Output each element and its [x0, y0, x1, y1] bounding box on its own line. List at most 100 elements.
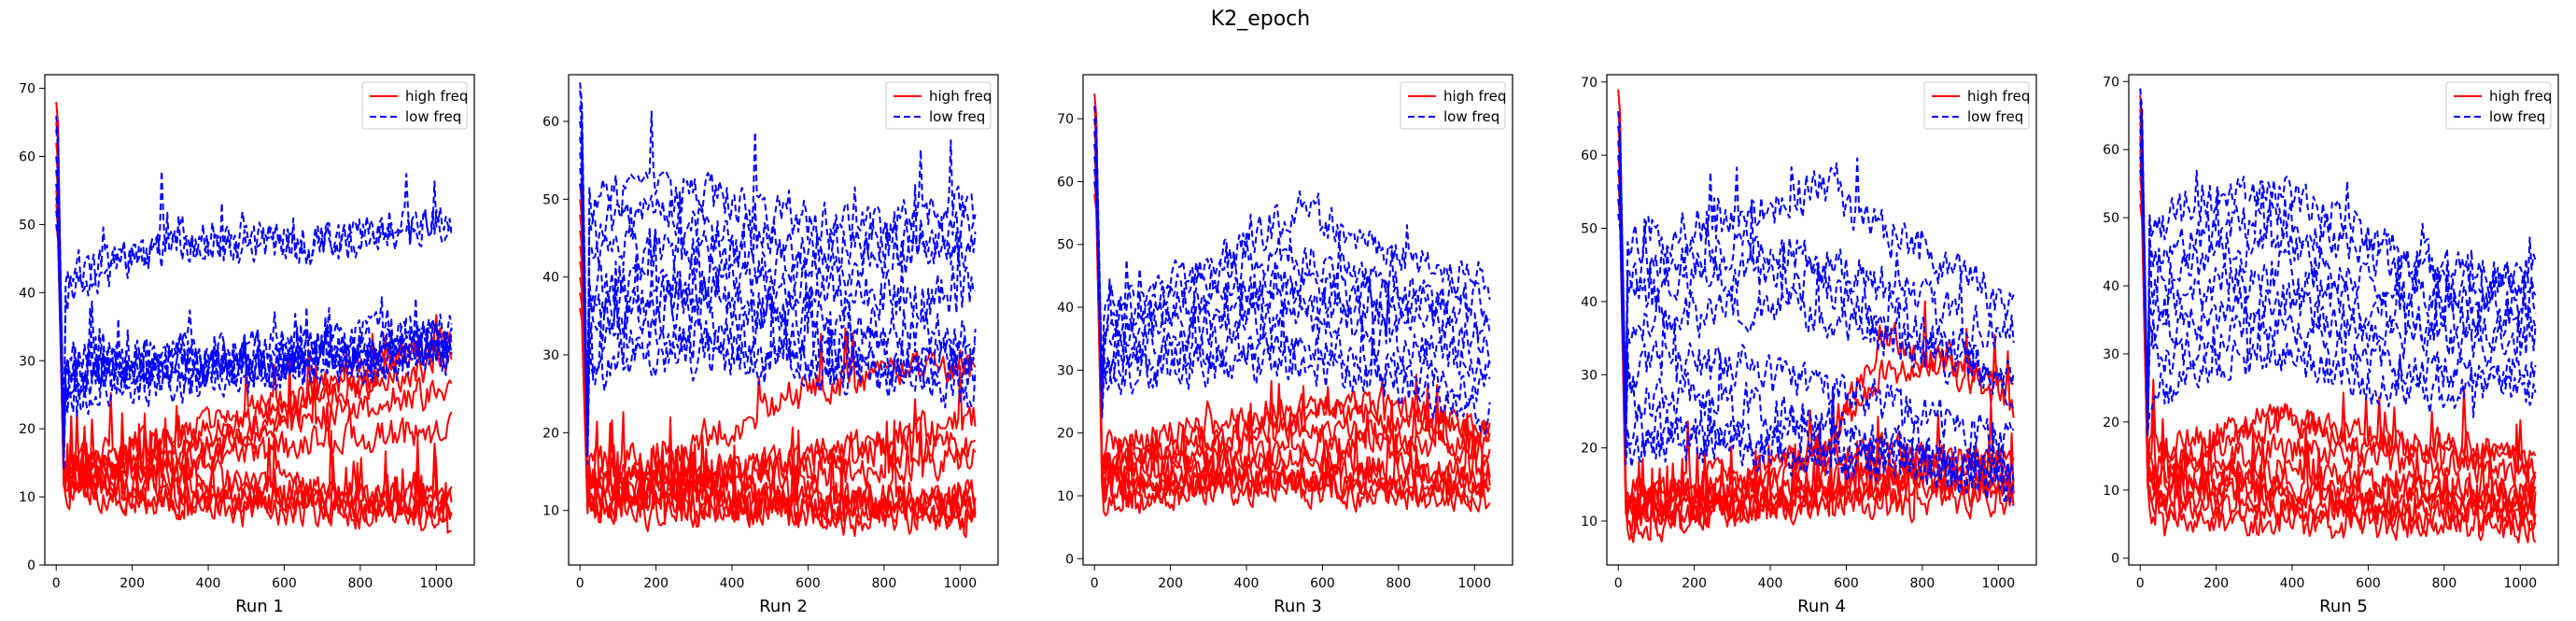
low-freq-line-15 [1617, 199, 2015, 500]
y-tick-label: 50 [542, 192, 559, 207]
legend-box [1923, 81, 2030, 130]
low-freq-line-15 [1093, 168, 1491, 418]
low-freq-line-9 [1617, 111, 2015, 421]
axes-frame [44, 74, 475, 566]
y-tick-label: 20 [19, 422, 35, 437]
x-tick-label: 800 [1910, 576, 1936, 591]
series-group [2139, 88, 2537, 543]
x-tick-label: 800 [2432, 576, 2457, 591]
legend-label: high freq [929, 88, 992, 105]
y-tick-label: 40 [1057, 301, 1074, 316]
subplot-1: 0 200 400 600 800 1000 0 10 20 30 40 50 60 70 Run 1 hig… [19, 74, 475, 616]
low-freq-line-17 [579, 183, 977, 465]
low-freq-line-13 [1093, 143, 1491, 404]
y-tick-label: 50 [2103, 211, 2119, 226]
y-tick-label: 20 [542, 426, 559, 441]
high-freq-line-6 [1093, 156, 1491, 473]
series-group [1617, 89, 2015, 543]
x-tick-label: 400 [1758, 576, 1783, 591]
high-freq-line-6 [2139, 162, 2537, 475]
high-freq-line-6 [1617, 169, 2015, 505]
low-freq-line-14 [1617, 184, 2015, 486]
low-freq-line-12 [55, 129, 453, 447]
x-tick-label: 800 [348, 576, 373, 591]
x-tick-label: 0 [1614, 576, 1623, 591]
x-tick-label: 200 [1682, 576, 1707, 591]
low-freq-line-16 [1617, 213, 2014, 507]
legend-box [2445, 81, 2552, 130]
x-tick-label: 1000 [1981, 576, 2015, 591]
y-tick-label: 60 [542, 115, 559, 130]
y-tick-label: 50 [1057, 238, 1074, 253]
high-freq-line-9 [55, 210, 453, 499]
low-freq-line-14 [55, 169, 453, 459]
legend-box [1400, 81, 1506, 130]
x-axis-label: Run 4 [1797, 597, 1846, 616]
low-freq-line-10 [1093, 106, 1491, 395]
low-freq-line-12 [579, 106, 977, 449]
high-freq-line-9 [579, 307, 977, 515]
x-tick-label: 800 [1387, 576, 1412, 591]
high-freq-line-8 [55, 204, 453, 479]
axes-frame [1082, 74, 1513, 566]
x-tick-label: 400 [720, 576, 745, 591]
x-tick-label: 0 [52, 576, 61, 591]
x-tick-label: 400 [196, 576, 221, 591]
x-axis-label: Run 5 [2319, 597, 2368, 616]
low-freq-line-13 [2139, 129, 2537, 417]
legend: high freq low freq [1923, 81, 2030, 130]
y-tick-label: 70 [2103, 75, 2119, 90]
legend-label: high freq [2489, 88, 2552, 105]
low-freq-line-11 [2139, 102, 2537, 420]
legend-label: low freq [405, 108, 461, 125]
high-freq-line-3 [55, 142, 453, 531]
x-tick-label: 600 [795, 576, 821, 591]
x-tick-label: 400 [1234, 576, 1260, 591]
low-freq-line-15 [2139, 156, 2537, 427]
legend-box [885, 81, 992, 130]
y-tick-label: 60 [1057, 175, 1074, 190]
y-tick-label: 30 [1057, 363, 1074, 378]
high-freq-line-7 [579, 276, 977, 512]
y-tick-label: 20 [1057, 427, 1074, 442]
legend: high freq low freq [2445, 81, 2552, 130]
x-tick-label: 600 [1834, 576, 1859, 591]
subplot-4: 0 200 400 600 800 1000 10 20 30 40 50 60 70 Run 4 high… [1581, 74, 2037, 616]
y-tick-label: 30 [542, 348, 559, 363]
y-tick-label: 60 [2103, 143, 2119, 158]
x-tick-label: 200 [120, 576, 145, 591]
y-tick-label: 10 [1057, 489, 1074, 504]
y-tick-label: 30 [2103, 347, 2119, 362]
low-freq-line-13 [579, 120, 976, 430]
legend-box [361, 81, 468, 130]
low-freq-line-12 [1617, 155, 2015, 433]
high-freq-line-4 [1093, 131, 1491, 474]
subplot-3: 0 200 400 600 800 1000 0 10 20 30 40 50 60 70 Run 3 hig… [1057, 74, 1513, 616]
y-tick-label: 10 [2103, 484, 2119, 499]
y-tick-label: 60 [1581, 148, 1598, 163]
y-tick-label: 50 [1581, 222, 1598, 237]
legend: high freq low freq [1400, 81, 1506, 130]
x-tick-label: 600 [272, 576, 297, 591]
subplot-2: 0 200 400 600 800 1000 10 20 30 40 50 60 Run 2 high f… [542, 74, 999, 616]
x-axis-label: Run 3 [1274, 597, 1322, 616]
x-tick-label: 1000 [419, 576, 453, 591]
high-freq-line-4 [1617, 140, 2014, 518]
high-freq-line-9 [2139, 204, 2537, 481]
high-freq-line-5 [55, 169, 453, 515]
y-tick-label: 20 [1581, 442, 1598, 457]
high-freq-line-8 [579, 292, 977, 539]
y-tick-label: 40 [1581, 295, 1598, 310]
y-tick-label: 50 [19, 218, 35, 233]
axes-frame [2128, 74, 2559, 566]
low-freq-line-16 [1093, 181, 1491, 435]
low-freq-line-11 [1093, 118, 1491, 385]
y-tick-label: 70 [1581, 76, 1598, 91]
y-tick-label: 0 [1065, 552, 1074, 567]
subplot-5: 0 200 400 600 800 1000 0 10 20 30 40 50 60 70 Run 5 hig… [2103, 74, 2559, 616]
high-freq-line-1 [1093, 93, 1491, 499]
legend: high freq low freq [361, 81, 468, 130]
low-freq-line-11 [1617, 140, 2015, 418]
